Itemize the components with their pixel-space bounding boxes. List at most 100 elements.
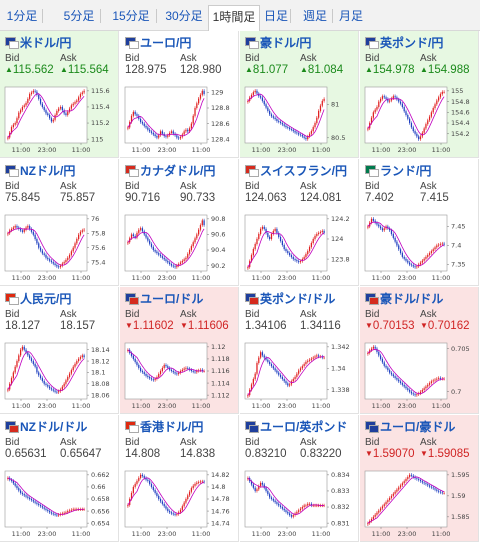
candle: [192, 114, 194, 126]
candle: [192, 240, 194, 248]
candle: [296, 258, 298, 263]
ask-value: ▼1.11606: [180, 320, 229, 332]
candle: [188, 490, 191, 498]
pair-header[interactable]: ユーロ/ドル: [125, 290, 204, 306]
candlestick-chart[interactable]: 124.2 124 123.8 11:00 23:00 11:00: [241, 209, 358, 283]
candle: [59, 387, 62, 393]
pair-name[interactable]: 英ポンド/ドル: [260, 292, 336, 306]
tab-3[interactable]: 15分足: [112, 9, 150, 23]
candle: [65, 378, 67, 386]
rate-card[interactable]: ユーロ/豪ドル Bid Ask ▼1.59070 ▼1.59085 1.595 1.59 1.…: [360, 415, 479, 542]
pair-name[interactable]: 英ポンド/円: [380, 36, 444, 50]
candlestick-chart[interactable]: 1.595 1.59 1.585 11:00 23:00 11:00: [361, 465, 478, 539]
ask-label: Ask: [180, 181, 197, 192]
pair-header[interactable]: NZドル/ドル: [5, 418, 88, 434]
pair-name[interactable]: スイスフラン/円: [260, 164, 347, 178]
candle: [379, 224, 382, 231]
candlestick-chart[interactable]: 90.890.690.490.211:00 23:00 11:00: [121, 209, 238, 283]
rate-card[interactable]: ランド/円 Bid Ask 7.402 7.415 7.45 7.4 7.35 11:00 23:…: [360, 159, 479, 286]
pair-name[interactable]: ユーロ/円: [140, 36, 192, 50]
pair-header[interactable]: 英ポンド/円: [365, 34, 444, 50]
pair-name[interactable]: 人民元/円: [20, 292, 72, 306]
y-tick-label: 76: [91, 215, 99, 223]
candle: [192, 484, 194, 490]
pair-name[interactable]: ランド/円: [380, 164, 432, 178]
rate-card[interactable]: NZドル/円 Bid Ask 75.845 75.857 76 75.8 75.6 75.4 11…: [0, 159, 119, 286]
rate-card[interactable]: 豪ドル/円 Bid Ask ▲81.077 ▲81.084 81 80.5 11:00 23:0…: [240, 31, 359, 158]
pair-name[interactable]: 豪ドル/ドル: [380, 292, 444, 306]
candle: [65, 258, 67, 264]
rate-card[interactable]: NZドル/ドル Bid Ask 0.65631 0.65647 0.662 0.66 0.65…: [0, 415, 119, 542]
pair-name[interactable]: ユーロ/ドル: [140, 292, 204, 306]
pair-name[interactable]: 香港ドル/円: [140, 420, 204, 434]
rate-card[interactable]: スイスフラン/円 Bid Ask 124.063 124.081 124.2 124 123.…: [240, 159, 359, 286]
pair-header[interactable]: 英ポンド/ドル: [245, 290, 336, 306]
pair-header[interactable]: カナダドル/円: [125, 162, 216, 178]
candle: [74, 241, 76, 250]
candle: [34, 499, 36, 505]
rate-card[interactable]: 人民元/円 Bid Ask 18.127 18.157 18.14 18.12 18.1 18.…: [0, 287, 119, 414]
up-arrow-icon: ▲: [5, 65, 13, 74]
pair-header[interactable]: ユーロ/円: [125, 34, 192, 50]
rate-card[interactable]: 英ポンド/ドル Bid Ask 1.34106 1.34116 1.342 1.34 1.33…: [240, 287, 359, 414]
pair-header[interactable]: 香港ドル/円: [125, 418, 204, 434]
tab-5[interactable]: 1時間足: [208, 5, 260, 31]
candle: [252, 90, 254, 97]
rate-card[interactable]: 米ドル/円 Bid Ask ▲115.562 ▲115.564 115.6 115.4 115…: [0, 31, 119, 158]
pair-header[interactable]: 人民元/円: [5, 290, 72, 306]
pair-header[interactable]: NZドル/円: [5, 162, 76, 178]
rate-card[interactable]: 豪ドル/ドル Bid Ask ▼0.70153 ▼0.70162 0.705 0.7 11:0…: [360, 287, 479, 414]
rate-card[interactable]: カナダドル/円 Bid Ask 90.716 90.733 90.8 90.6 90.4 90.…: [120, 159, 239, 286]
rate-card[interactable]: 英ポンド/円 Bid Ask ▲154.978 ▲154.988 155 154.8 154.…: [360, 31, 479, 158]
pair-header[interactable]: 豪ドル/円: [245, 34, 312, 50]
pair-name[interactable]: ユーロ/豪ドル: [380, 420, 456, 434]
rate-card[interactable]: 香港ドル/円 Bid Ask 14.808 14.838 14.82 14.8 14.78 14…: [120, 415, 239, 542]
tab-8[interactable]: 月足: [338, 9, 363, 23]
pair-header[interactable]: ユーロ/豪ドル: [365, 418, 456, 434]
pair-name[interactable]: NZドル/ドル: [20, 420, 88, 434]
rate-card[interactable]: ユーロ/円 Bid Ask 128.975 128.980 129 128.8 128.6 12…: [120, 31, 239, 158]
pair-name[interactable]: 米ドル/円: [20, 36, 72, 50]
tab-1[interactable]: 1分足: [6, 9, 38, 23]
candle: [421, 479, 423, 485]
tab-7[interactable]: 週足: [302, 9, 327, 23]
pair-name[interactable]: カナダドル/円: [140, 164, 216, 178]
candle: [170, 262, 173, 268]
candle: [172, 263, 174, 269]
tab-6[interactable]: 日足: [264, 9, 289, 23]
tab-2[interactable]: 5分足: [63, 9, 95, 23]
pair-header[interactable]: 米ドル/円: [5, 34, 72, 50]
candle: [398, 377, 400, 384]
pair-name[interactable]: ユーロ/英ポンド: [260, 420, 348, 434]
candle: [198, 228, 200, 237]
ask-price: 0.65647: [60, 448, 102, 460]
pair-header[interactable]: ランド/円: [365, 162, 432, 178]
tab-4[interactable]: 30分足: [165, 9, 203, 23]
candle: [323, 97, 325, 103]
pair-header[interactable]: ユーロ/英ポンド: [245, 418, 348, 434]
y-tick-label: 0.833: [331, 487, 350, 495]
pair-header[interactable]: スイスフラン/円: [245, 162, 347, 178]
candle: [374, 513, 376, 519]
pair-name[interactable]: 豪ドル/円: [260, 36, 312, 50]
rate-card[interactable]: ユーロ/英ポンド Bid Ask 0.83210 0.83220 0.834 0.833 0.…: [240, 415, 359, 542]
rate-card[interactable]: ユーロ/ドル Bid Ask ▼1.11602 ▼1.11606 1.12 1.118 1.1…: [120, 287, 239, 414]
candle: [14, 365, 16, 375]
candle: [389, 226, 391, 232]
pair-header[interactable]: 豪ドル/ドル: [365, 290, 444, 306]
pair-name[interactable]: NZドル/円: [20, 164, 76, 178]
candle: [419, 390, 422, 396]
